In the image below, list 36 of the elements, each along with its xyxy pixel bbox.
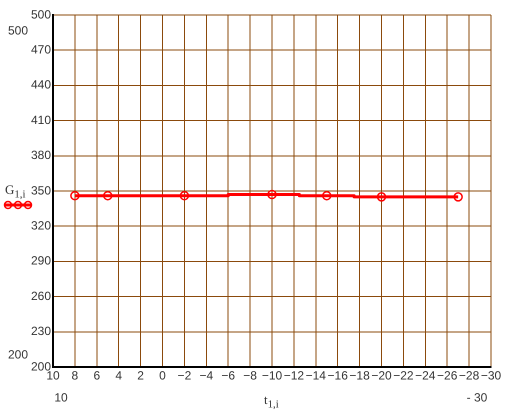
y-tick-label: 440 [30, 78, 52, 92]
y-tick-label: 500 [30, 7, 52, 22]
x-tick-label: −30 [480, 368, 502, 383]
x-tick-label: −6 [221, 368, 236, 383]
x-tick-label: 8 [72, 368, 79, 383]
x-tick-label: −22 [393, 368, 414, 383]
y-tick-label: 320 [30, 218, 52, 233]
y-tick-label: 290 [30, 254, 52, 268]
x-tick-label: −14 [306, 368, 326, 383]
x-tick-label: −24 [415, 368, 436, 383]
text: 10 [54, 390, 68, 404]
text: - 30 [466, 390, 488, 404]
x-tick-label: −10 [262, 368, 282, 383]
x-tick-label: 0 [159, 368, 166, 383]
text: 200 [8, 347, 28, 362]
x-tick-label: −28 [458, 368, 480, 383]
y-tick-label: 350 [30, 183, 52, 198]
x-tick-label: 6 [93, 368, 100, 383]
y-tick-label: 380 [30, 148, 52, 162]
y-tick-label: 260 [30, 288, 52, 303]
y-tick-label: 470 [30, 42, 52, 57]
x-axis-title: t$_{1,i}$ [264, 392, 279, 411]
x-tick-label: −4 [199, 368, 214, 383]
y-tick-label: 410 [30, 112, 52, 127]
x-tick-label: −12 [284, 368, 304, 383]
y-axis-title: G$_{1,i}$ [5, 182, 26, 201]
x-tick-label: −8 [243, 368, 258, 383]
x-tick-label: −26 [437, 368, 458, 383]
x-tick-label: −2 [178, 368, 192, 383]
y-tick-label: 230 [30, 324, 52, 338]
x-tick-label: 2 [137, 368, 144, 383]
x-tick-label: −18 [349, 368, 370, 383]
x-tick-label: −20 [371, 368, 392, 383]
x-tick-label: 4 [115, 368, 122, 383]
text: 500 [8, 23, 28, 38]
x-tick-label: −16 [328, 368, 348, 383]
